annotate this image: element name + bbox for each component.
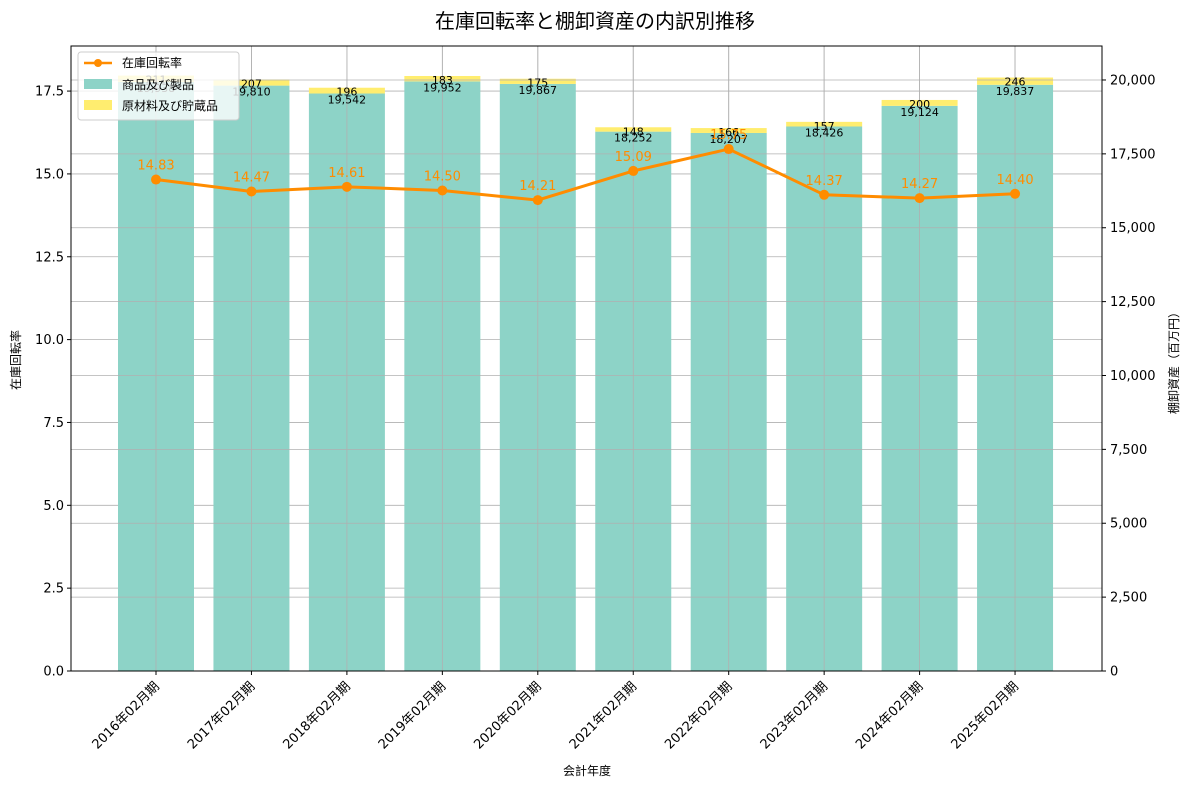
x-axis: 2016年02月期 2017年02月期 2018年02月期 2019年02月期 2020… (90, 671, 1022, 753)
bar-materials-value: 207 (241, 77, 262, 90)
rate-value-label: 14.83 (137, 159, 174, 174)
right-tick-label: 7,500 (1110, 443, 1147, 458)
left-tick-label: 2.5 (43, 582, 64, 597)
rate-marker-icon (819, 189, 830, 200)
right-tick-label: 5,000 (1110, 517, 1147, 532)
legend: 在庫回転率 商品及び製品 原材料及び貯蔵品 (77, 51, 240, 121)
x-tick-label: 2017年02月期 (185, 679, 258, 752)
rate-value-label: 15.75 (710, 128, 747, 143)
left-tick-label: 5.0 (43, 499, 64, 514)
x-axis-label: 会計年度 (563, 763, 611, 778)
bar-materials-value: 157 (814, 120, 835, 133)
rate-line (155, 147, 1016, 202)
legend-marker-icon (94, 59, 102, 67)
bar-materials-value: 175 (527, 77, 548, 90)
rate-marker-icon (151, 174, 161, 185)
chart-title: 在庫回転率と棚卸資産の内訳別推移 (435, 9, 755, 33)
bar-products-value: 18,426 (805, 126, 844, 139)
x-tick-label: 2025年02月期 (949, 679, 1022, 752)
bar-products-value: 19,952 (423, 81, 462, 94)
legend-item-materials: 原材料及び貯蔵品 (84, 99, 218, 113)
bar-products-value: 18,207 (709, 133, 748, 146)
left-tick-label: 17.5 (35, 85, 64, 100)
legend-item-rate: 在庫回転率 (84, 55, 182, 70)
bar-materials-value: 200 (909, 98, 930, 111)
rate-value-label: 14.21 (519, 179, 556, 194)
x-tick-label: 2016年02月期 (90, 679, 163, 752)
bar-materials-value: 148 (623, 125, 644, 138)
x-tick-label: 2020年02月期 (471, 679, 544, 752)
rate-marker-icon (723, 144, 734, 155)
left-tick-label: 0.0 (43, 665, 64, 680)
right-tick-label: 20,000 (1110, 73, 1156, 88)
x-tick-label: 2021年02月期 (567, 679, 640, 752)
left-tick-label: 12.5 (35, 250, 64, 265)
rate-value-label: 15.09 (615, 150, 652, 165)
left-y-axis-label: 在庫回転率 (8, 330, 23, 390)
right-tick-label: 10,000 (1110, 369, 1156, 384)
bar-series (71, 46, 1102, 672)
legend-label: 原材料及び貯蔵品 (122, 99, 218, 113)
x-tick-label: 2024年02月期 (853, 679, 926, 752)
rate-value-label: 14.61 (328, 166, 365, 181)
legend-swatch (84, 100, 112, 110)
right-tick-label: 15,000 (1110, 221, 1156, 236)
x-tick-label: 2022年02月期 (662, 679, 735, 752)
bar-products-value: 19,837 (996, 85, 1035, 98)
plot-frame (70, 45, 1103, 672)
rate-value-label: 14.27 (901, 177, 938, 192)
right-tick-label: 2,500 (1110, 591, 1147, 606)
left-tick-label: 10.0 (35, 333, 64, 348)
right-tick-label: 17,500 (1110, 147, 1156, 162)
bar-products-value: 18,252 (614, 132, 653, 145)
legend-label: 商品及び製品 (122, 77, 194, 92)
bar-materials-value: 246 (1005, 76, 1026, 89)
bar-materials-value: 183 (432, 74, 453, 87)
legend-label: 在庫回転率 (122, 55, 182, 70)
rate-marker-icon (628, 165, 639, 176)
right-tick-label: 0 (1110, 665, 1118, 680)
rate-marker-icon (437, 185, 448, 196)
x-tick-label: 2019年02月期 (376, 679, 449, 752)
right-y-axis: 0 2,500 5,000 7,500 10,000 12,500 15,000 17,500… (1102, 73, 1156, 680)
bar-products-value: 19,867 (519, 84, 558, 97)
legend-swatch (84, 79, 112, 89)
legend-box (77, 51, 240, 121)
right-y-axis-label: 棚卸資産（百万円） (1166, 306, 1181, 414)
bar-products-value: 19,124 (900, 106, 939, 119)
rate-value-label: 14.37 (806, 174, 843, 189)
x-tick-label: 2023年02月期 (758, 679, 831, 752)
bar-materials-value: 196 (336, 86, 357, 99)
x-tick-label: 2018年02月期 (280, 679, 353, 752)
left-y-axis: 0.0 2.5 5.0 7.5 10.0 12.5 15.0 17.5 (35, 85, 71, 680)
left-tick-label: 7.5 (43, 416, 64, 431)
bar-products-value: 19,542 (328, 94, 367, 107)
rate-value-label: 14.40 (996, 173, 1033, 188)
rate-marker-icon (1010, 188, 1021, 199)
bar-materials-value: 166 (718, 126, 739, 139)
rate-marker-icon (914, 193, 925, 204)
bar-products-value: 19,810 (232, 86, 271, 99)
rate-marker-icon (246, 186, 257, 197)
legend-item-products: 商品及び製品 (84, 77, 194, 92)
rate-line-series: 14.83 14.47 14.61 14.50 14.21 15.09 15.75 14.37… (137, 128, 1034, 206)
bar-value-labels: 19,93821119,81020719,54219619,95218319,8… (137, 74, 1035, 146)
rate-marker-icon (341, 181, 352, 192)
right-tick-label: 12,500 (1110, 295, 1156, 310)
rate-value-label: 14.47 (233, 170, 270, 185)
rate-value-label: 14.50 (424, 169, 461, 184)
left-tick-label: 15.0 (35, 167, 64, 182)
rate-marker-icon (532, 195, 543, 206)
